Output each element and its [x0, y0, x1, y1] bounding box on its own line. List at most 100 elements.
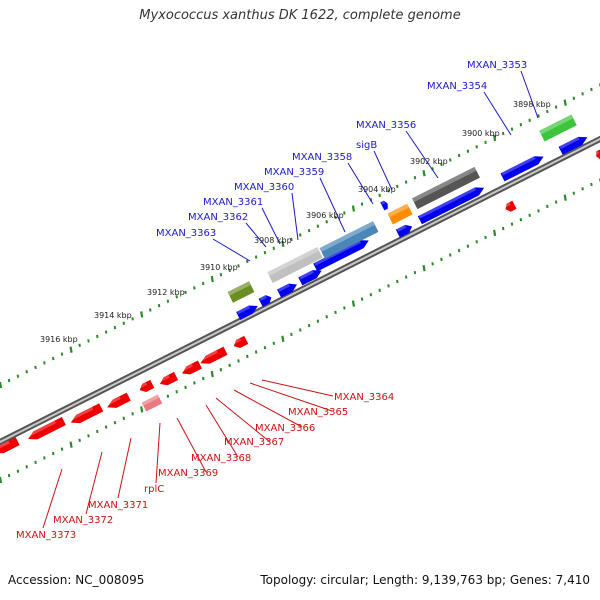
- ruler-tick: [113, 325, 117, 330]
- ruler-tick: [175, 295, 178, 299]
- ruler-tick: [43, 361, 46, 365]
- ruler-tick: [528, 213, 531, 217]
- minus-label-leader: [261, 379, 334, 397]
- ruler-tick: [140, 311, 144, 318]
- ruler-label: 3904 kbp: [358, 185, 396, 194]
- ruler-tick: [140, 406, 144, 413]
- ruler-tick: [210, 370, 214, 378]
- ruler-tick: [60, 352, 64, 356]
- minus-gene-arrow-shine: [232, 338, 242, 345]
- plus-gene-arrow-shine: [381, 200, 386, 205]
- feature-bar-steelblue-body: [319, 221, 379, 259]
- ruler-tick: [563, 194, 567, 201]
- ruler-tick: [501, 131, 505, 136]
- minus-gene-label: MXAN_3364: [334, 392, 394, 403]
- plus-gene-arrow-shape: [417, 187, 485, 225]
- minus-gene-label: MXAN_3367: [224, 437, 284, 448]
- ruler-tick: [493, 134, 497, 142]
- ruler-tick: [325, 315, 328, 319]
- map-title: Myxococcus xanthus DK 1622, complete gen…: [139, 8, 461, 23]
- ruler-tick: [396, 279, 399, 284]
- feature-bar-orange-body: [387, 203, 413, 225]
- feature-bar-green-body: [539, 114, 577, 142]
- minus-label-leader: [233, 389, 303, 428]
- minus-gene-label: MXAN_3373: [16, 530, 76, 541]
- plus-gene-arrow: [298, 270, 322, 286]
- ruler-tick: [122, 416, 126, 420]
- ruler-tick: [219, 273, 223, 277]
- minus-gene-label: rplC: [144, 484, 164, 495]
- ruler-tick: [369, 293, 373, 297]
- ruler-tick: [246, 354, 249, 359]
- minus-label-leader: [155, 422, 161, 484]
- ruler-tick: [34, 365, 37, 370]
- feature-bar-orange: [387, 203, 413, 225]
- minus-gene-arrow: [27, 416, 66, 440]
- minus-gene-label: MXAN_3366: [255, 423, 315, 434]
- ruler-tick: [422, 170, 426, 177]
- ruler-tick: [0, 381, 3, 389]
- plus-gene-label: MXAN_3361: [203, 197, 263, 208]
- ruler-tick: [193, 381, 196, 385]
- ruler-tick: [404, 275, 408, 279]
- plus-gene-label: MXAN_3354: [427, 81, 487, 92]
- plus-gene-arrow-shine: [501, 156, 536, 176]
- ruler-tick: [413, 175, 417, 180]
- ruler-tick: [554, 200, 558, 204]
- feature-bar-green-top: [539, 114, 574, 135]
- minus-gene-arrow-shape: [70, 403, 104, 424]
- ruler-tick: [519, 123, 523, 127]
- plus-label-leader: [405, 130, 439, 179]
- ruler-tick: [193, 286, 196, 290]
- ruler-tick: [78, 343, 81, 347]
- minus-gene-arrow-shine: [69, 406, 94, 421]
- plus-gene-arrow-shape: [277, 283, 297, 298]
- ruler-tick: [457, 248, 461, 253]
- feature-bar-olive-top: [227, 281, 251, 296]
- minus-gene-arrow-shine: [158, 374, 170, 383]
- ruler-tick: [360, 202, 364, 206]
- plus-label-leader: [245, 222, 267, 248]
- minus-gene-arrow-shape: [28, 416, 66, 440]
- ruler-tick: [0, 476, 3, 484]
- plus-gene-arrow-shine: [396, 224, 407, 232]
- plus-gene-arrow: [236, 305, 258, 320]
- ruler-tick: [510, 127, 514, 131]
- plus-gene-arrow: [500, 156, 544, 182]
- backbone: [0, 135, 600, 446]
- minus-gene-label: MXAN_3371: [88, 500, 148, 511]
- minus-gene-arrow: [158, 371, 179, 386]
- ruler-tick: [246, 259, 249, 264]
- ruler-tick: [254, 255, 258, 259]
- ruler-tick: [263, 250, 267, 255]
- feature-bar-olive: [227, 281, 255, 303]
- feature-bar-pink: [141, 394, 163, 412]
- minus-gene-arrow-shape: [159, 371, 179, 386]
- plus-gene-label: MXAN_3362: [188, 212, 248, 223]
- ruler-tick: [378, 193, 381, 197]
- ruler-tick: [546, 109, 549, 114]
- plus-gene-arrow: [277, 283, 297, 298]
- ruler-label: 3902 kbp: [410, 157, 448, 166]
- minus-gene-arrow-shape: [233, 335, 249, 348]
- minus-gene-arrow-shine: [595, 150, 600, 155]
- plus-gene-arrow-shine: [299, 270, 314, 280]
- map-labels: 3898 kbp 3900 kbp 3902 kbp 3904 kbp 3906 kbp…: [16, 60, 551, 541]
- ruler-tick: [484, 235, 487, 240]
- plus-gene-arrow-shape: [236, 305, 258, 320]
- minus-label-leader: [205, 404, 239, 458]
- plus-gene-arrow: [258, 295, 272, 307]
- ruler-tick: [281, 335, 285, 343]
- ruler-tick: [396, 184, 399, 189]
- minus-label-leader: [176, 417, 207, 473]
- ruler-tick: [122, 321, 126, 325]
- ruler-tick: [219, 368, 223, 372]
- plus-gene-arrow-shape: [313, 240, 369, 272]
- minus-gene-arrow-shape: [0, 437, 20, 454]
- ruler-tick: [43, 456, 46, 460]
- ruler-tick: [590, 182, 593, 187]
- feature-bar-steelblue: [319, 221, 379, 259]
- minus-gene-arrow-shape: [182, 360, 202, 375]
- ruler-tick: [290, 237, 293, 242]
- ruler-tick: [263, 345, 267, 350]
